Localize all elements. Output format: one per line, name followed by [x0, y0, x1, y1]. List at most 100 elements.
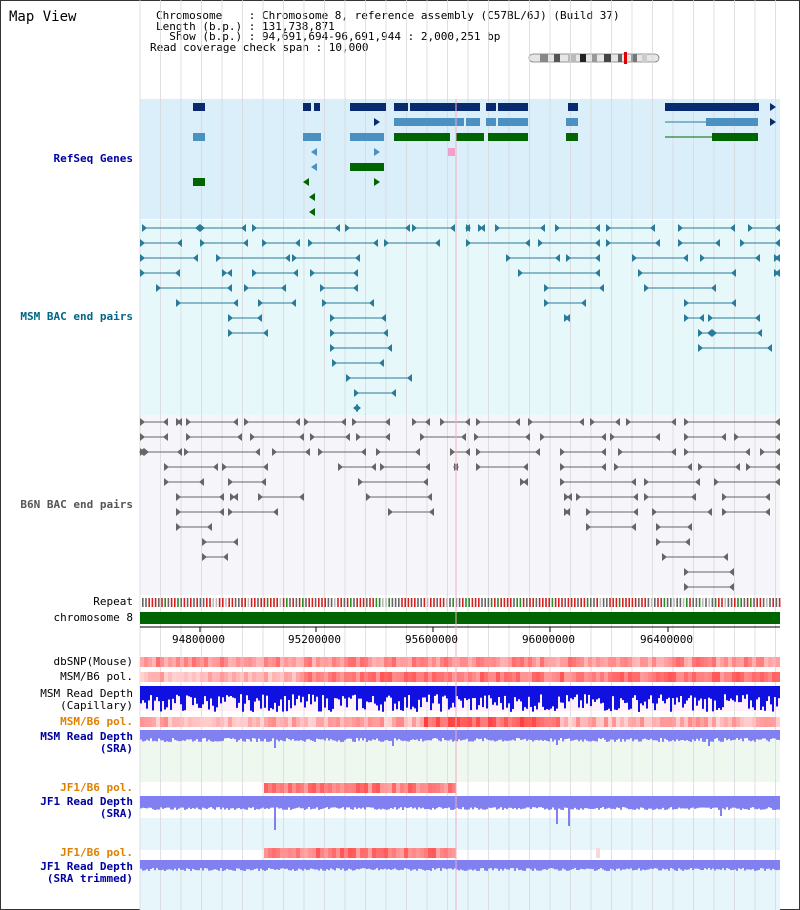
- heat-cell: [268, 717, 272, 727]
- heat-cell: [316, 848, 320, 858]
- label-refseq-genes[interactable]: RefSeq Genes: [53, 152, 133, 165]
- depth-bar: [766, 730, 768, 741]
- depth-bar: [560, 796, 562, 810]
- label-jf1-depth-trimmed[interactable]: JF1 Read Depth: [40, 860, 133, 873]
- heat-cell: [760, 717, 764, 727]
- chromosome-ideogram[interactable]: [528, 52, 663, 65]
- depth-bar: [220, 686, 222, 704]
- heat-cell: [400, 657, 404, 667]
- depth-bar: [684, 860, 686, 870]
- depth-bar: [654, 730, 656, 741]
- depth-bar: [654, 860, 656, 869]
- heat-cell: [332, 657, 336, 667]
- repeat-track[interactable]: [142, 598, 781, 607]
- b6n-bac-pair-end: [729, 568, 734, 576]
- refseq-genes-track[interactable]: [193, 103, 776, 216]
- depth-bar: [646, 686, 648, 709]
- depth-bar: [754, 730, 756, 742]
- depth-bar: [770, 730, 772, 740]
- label-jf1-b6-pol-2[interactable]: JF1/B6 pol.: [60, 846, 133, 859]
- b6n-bac-pair-end: [176, 493, 181, 501]
- depth-bar: [618, 860, 620, 869]
- msm-bac-pair-end: [480, 224, 485, 232]
- depth-bar: [526, 860, 528, 869]
- b6n-bac-pair-end: [176, 508, 181, 516]
- msm-bac-end-pairs-track[interactable]: [140, 224, 780, 412]
- heat-cell: [188, 717, 192, 727]
- b6n-bac-pair-end: [633, 508, 638, 516]
- msm-bac-pair-end: [581, 299, 586, 307]
- depth-bar: [254, 730, 256, 739]
- heat-cell: [380, 848, 384, 858]
- depth-bar: [318, 860, 320, 871]
- msm-bac-pair-end: [684, 299, 689, 307]
- read-depth-tracks[interactable]: [140, 686, 780, 871]
- msm-bac-pair-end: [715, 239, 720, 247]
- repeat-element: [660, 598, 662, 607]
- label-msm-b6-pol[interactable]: MSM/B6 pol.: [60, 670, 133, 683]
- heat-cell: [616, 717, 620, 727]
- label-msm-depth-capillary[interactable]: MSM Read Depth: [40, 687, 133, 700]
- depth-bar: [406, 686, 408, 708]
- heat-cell: [204, 672, 208, 682]
- heat-cell: [268, 672, 272, 682]
- chromosome-bar[interactable]: [140, 612, 780, 624]
- depth-bar: [342, 730, 344, 742]
- depth-bar: [688, 860, 690, 870]
- heat-cell: [580, 717, 584, 727]
- heat-cell: [292, 672, 296, 682]
- depth-bar: [754, 860, 756, 871]
- label-jf1-b6-pol[interactable]: JF1/B6 pol.: [60, 781, 133, 794]
- depth-bar: [612, 686, 614, 697]
- depth-bar: [658, 860, 660, 871]
- depth-bar: [378, 796, 380, 809]
- label-msm-depth-sra[interactable]: MSM Read Depth: [40, 730, 133, 743]
- b6n-bac-end-pairs-track[interactable]: [139, 418, 780, 591]
- depth-bar: [206, 730, 208, 742]
- depth-bar: [208, 860, 210, 871]
- heat-cell: [432, 848, 436, 858]
- depth-bar: [420, 860, 422, 869]
- depth-bar: [774, 730, 776, 739]
- depth-bar: [186, 730, 188, 740]
- heat-cell: [520, 672, 524, 682]
- msm-bac-pair-end: [285, 254, 290, 262]
- b6n-bac-pair-end: [184, 448, 189, 456]
- depth-bar: [674, 796, 676, 810]
- depth-bar: [372, 730, 374, 740]
- label-msm-b6-pol-2[interactable]: MSM/B6 pol.: [60, 715, 133, 728]
- label-repeat[interactable]: Repeat: [93, 595, 133, 608]
- heat-cell: [460, 717, 464, 727]
- depth-bar: [594, 796, 596, 809]
- depth-bar: [262, 686, 264, 695]
- heat-cell: [640, 717, 644, 727]
- heatmap-tracks[interactable]: [140, 657, 780, 858]
- depth-bar: [410, 796, 412, 808]
- label-msm-bac[interactable]: MSM BAC end pairs: [20, 310, 133, 323]
- depth-bar: [676, 686, 678, 698]
- heat-cell: [600, 657, 604, 667]
- heat-cell: [592, 657, 596, 667]
- msm-bac-pair-end: [435, 239, 440, 247]
- heat-cell: [552, 717, 556, 727]
- label-dbsnp[interactable]: dbSNP(Mouse): [53, 655, 133, 668]
- repeat-element: [394, 598, 397, 607]
- heat-cell: [696, 717, 700, 727]
- depth-bar: [482, 796, 484, 810]
- depth-bar: [592, 796, 594, 810]
- repeat-element: [631, 598, 634, 607]
- heat-cell: [280, 672, 284, 682]
- depth-bar: [720, 686, 722, 710]
- depth-bar: [710, 730, 712, 742]
- depth-bar: [740, 860, 742, 870]
- b6n-bac-pair-end: [722, 493, 727, 501]
- depth-bar: [310, 796, 312, 810]
- repeat-element: [654, 598, 656, 607]
- depth-bar: [172, 686, 174, 699]
- depth-bar: [582, 730, 584, 742]
- label-jf1-depth-sra[interactable]: JF1 Read Depth: [40, 795, 133, 808]
- heat-cell: [528, 657, 532, 667]
- label-chromosome[interactable]: chromosome 8: [53, 611, 133, 624]
- label-b6n-bac[interactable]: B6N BAC end pairs: [20, 498, 133, 511]
